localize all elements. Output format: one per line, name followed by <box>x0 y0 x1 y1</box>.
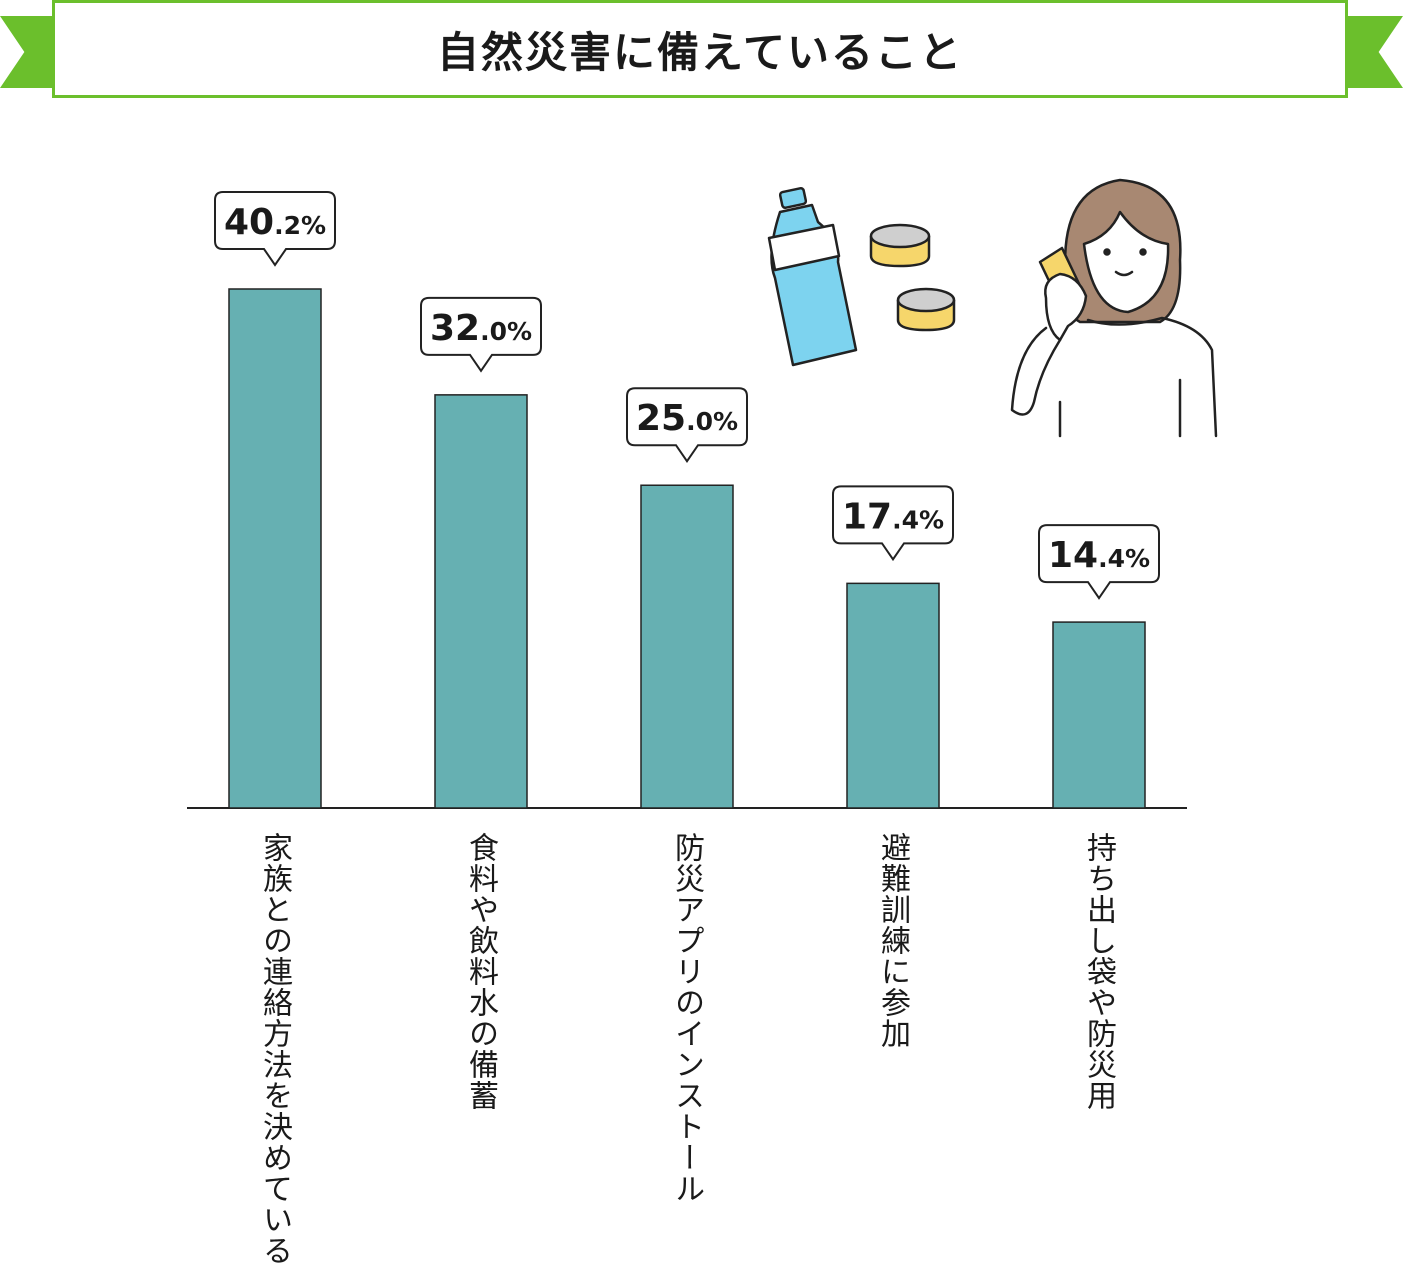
bar <box>640 484 734 809</box>
bar <box>228 288 322 809</box>
data-label-decimal: .0% <box>686 407 738 436</box>
data-label-decimal: .4% <box>1098 544 1150 573</box>
category-label: 家族との連絡方法を決めている <box>257 832 292 1266</box>
bar <box>846 582 940 809</box>
data-label-decimal: .4% <box>892 505 944 534</box>
category-label: 避難訓練に参加 <box>875 832 910 1049</box>
value-callout <box>214 191 336 267</box>
title-banner: 自然災害に備えていること <box>0 0 1403 104</box>
value-callout <box>420 296 542 373</box>
category-label: 食料や飲料水の備蓄 <box>463 832 498 1111</box>
data-label: 17.4% <box>842 496 944 537</box>
data-label-integer: 40 <box>224 202 274 243</box>
value-callout <box>1038 524 1160 600</box>
data-label: 40.2% <box>224 202 326 243</box>
value-callout <box>832 485 954 562</box>
value-callout <box>626 387 748 464</box>
data-label-integer: 32 <box>430 308 480 349</box>
data-label-decimal: .2% <box>274 211 326 240</box>
data-label-decimal: .0% <box>480 317 532 346</box>
data-label: 32.0% <box>430 308 532 349</box>
data-label-integer: 14 <box>1048 535 1098 576</box>
data-label: 25.0% <box>636 398 738 439</box>
data-label-integer: 17 <box>842 496 892 537</box>
title-box: 自然災害に備えていること <box>52 0 1348 98</box>
category-label: 持ち出し袋や防災用 <box>1081 832 1116 1111</box>
bar <box>434 394 528 809</box>
data-label: 14.4% <box>1048 535 1150 576</box>
category-label: 防災アプリのインストール <box>669 832 704 1204</box>
bar <box>1052 621 1146 809</box>
page-title: 自然災害に備えていること <box>437 27 963 77</box>
data-label-integer: 25 <box>636 398 686 439</box>
